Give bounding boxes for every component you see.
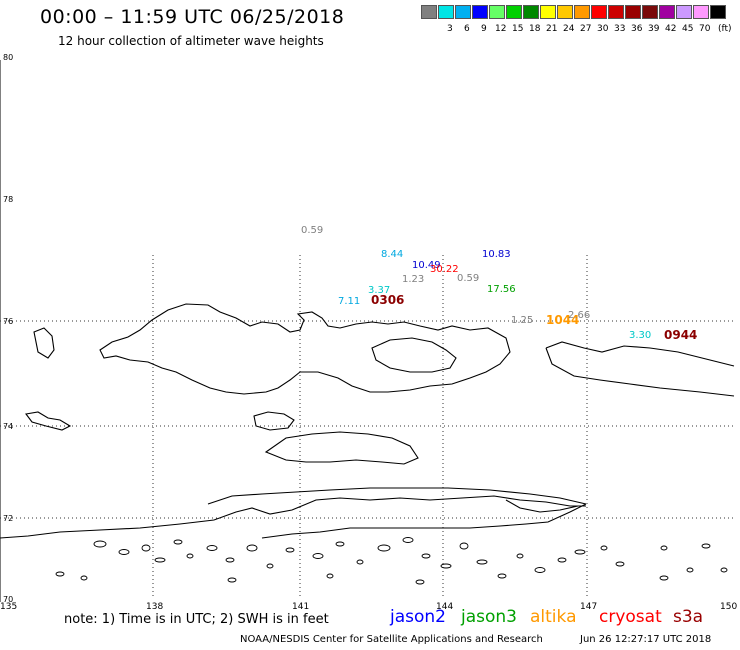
- swh-obs-1: 8.44: [381, 249, 403, 260]
- legend-label: 45: [682, 24, 694, 34]
- swh-obs-14: 3.30: [629, 330, 651, 341]
- legend-swatch: [421, 5, 437, 19]
- lat-label-78: 78: [3, 195, 13, 204]
- legend-swatch: [693, 5, 709, 19]
- generation-timestamp: Jun 26 12:27:17 UTC 2018: [580, 634, 712, 645]
- sat-cryosat: cryosat: [599, 607, 662, 627]
- legend-label: 15: [512, 24, 524, 34]
- lon-label-138: 138: [146, 602, 163, 612]
- legend-label: 30: [597, 24, 609, 34]
- legend-swatch: [591, 5, 607, 19]
- swh-obs-13: 2.66: [568, 310, 590, 321]
- legend-label: 24: [563, 24, 575, 34]
- lon-label-135: 135: [0, 602, 17, 612]
- legend-swatch: [540, 5, 556, 19]
- legend-swatch: [710, 5, 726, 19]
- legend-label: 18: [529, 24, 541, 34]
- legend-swatch: [659, 5, 675, 19]
- swh-obs-10: 0306: [371, 293, 404, 307]
- sat-s3a: s3a: [673, 607, 704, 627]
- swh-obs-0: 0.59: [301, 225, 323, 236]
- lon-label-150: 150: [720, 602, 737, 612]
- sat-jason2: jason2: [390, 607, 446, 627]
- legend-swatch: [472, 5, 488, 19]
- credit-line: NOAA/NESDIS Center for Satellite Applica…: [240, 634, 543, 645]
- legend-swatch: [438, 5, 454, 19]
- legend-label: 39: [648, 24, 660, 34]
- legend-swatch: [676, 5, 692, 19]
- legend-label: 36: [631, 24, 643, 34]
- legend-label: 3: [447, 24, 453, 34]
- lat-label-70: 70: [3, 595, 13, 604]
- swh-obs-15: 0944: [664, 328, 697, 342]
- lat-label-80: 80: [3, 53, 13, 62]
- swh-obs-12: 1044: [546, 313, 579, 327]
- swh-obs-3: 10.83: [482, 249, 511, 260]
- lat-label-76: 76: [3, 317, 13, 326]
- map-subtitle: 12 hour collection of altimeter wave hei…: [58, 34, 324, 48]
- legend-swatch: [608, 5, 624, 19]
- swh-obs-4: 30.22: [430, 264, 459, 275]
- coastlines: [0, 303, 735, 539]
- legend-swatch: [574, 5, 590, 19]
- swh-obs-9: 7.11: [338, 296, 360, 307]
- sat-altika: altika: [530, 607, 577, 627]
- map-title: 00:00 – 11:59 UTC 06/25/2018: [40, 6, 345, 28]
- lon-label-141: 141: [292, 602, 309, 612]
- lat-label-74: 74: [3, 422, 13, 431]
- legend-unit: (ft): [718, 24, 732, 34]
- legend-swatch: [557, 5, 573, 19]
- legend-swatch: [625, 5, 641, 19]
- lat-label-72: 72: [3, 514, 13, 523]
- sat-jason3: jason3: [461, 607, 517, 627]
- legend-label: 33: [614, 24, 626, 34]
- swh-obs-2: 10.49: [412, 260, 441, 271]
- legend-swatch: [489, 5, 505, 19]
- legend-swatch: [455, 5, 471, 19]
- legend-label: 42: [665, 24, 677, 34]
- legend-label: 6: [464, 24, 470, 34]
- legend-label: 9: [481, 24, 487, 34]
- legend-label: 70: [699, 24, 711, 34]
- graticule: [0, 255, 734, 598]
- legend-label: 21: [546, 24, 558, 34]
- delta-islets: [55, 537, 728, 585]
- legend-swatch: [523, 5, 539, 19]
- swh-obs-6: 0.59: [457, 273, 479, 284]
- swh-obs-5: 1.23: [402, 274, 424, 285]
- legend-label: 27: [580, 24, 592, 34]
- swh-obs-11: 1.25: [511, 315, 533, 326]
- legend-swatch: [642, 5, 658, 19]
- legend-swatch: [506, 5, 522, 19]
- lon-label-144: 144: [436, 602, 453, 612]
- swh-obs-8: 17.56: [487, 284, 516, 295]
- lon-label-147: 147: [580, 602, 597, 612]
- footer-note: note: 1) Time is in UTC; 2) SWH is in fe…: [64, 612, 329, 627]
- swh-obs-7: 3.37: [368, 285, 390, 296]
- legend-label: 12: [495, 24, 507, 34]
